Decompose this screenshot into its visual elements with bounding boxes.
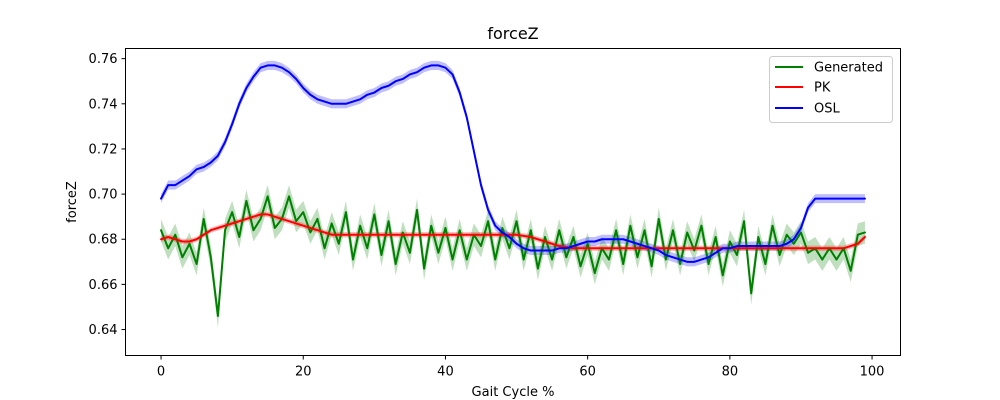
series-line-pk (160, 213, 866, 250)
y-tick-label: 0.70 (89, 188, 118, 203)
x-axis-ticks: 0 20 40 60 80 100 (157, 355, 885, 380)
x-tick-label: 0 (157, 365, 165, 380)
plot-bands (161, 60, 865, 328)
legend: Generated PK OSL (769, 56, 893, 123)
x-axis-label: Gait Cycle % (472, 385, 555, 400)
x-tick-label: 20 (295, 365, 312, 380)
x-tick-label: 100 (860, 365, 885, 380)
plot-lines (160, 64, 866, 317)
series-line-osl (160, 64, 866, 263)
chart-title: forceZ (487, 24, 538, 43)
y-tick-label: 0.72 (89, 142, 118, 157)
legend-box (769, 56, 893, 123)
x-tick-label: 40 (437, 365, 454, 380)
x-tick-label: 80 (722, 365, 739, 380)
y-tick-label: 0.68 (89, 233, 118, 248)
plot-frame (125, 48, 901, 356)
y-tick-label: 0.66 (89, 278, 118, 293)
y-tick-label: 0.74 (89, 97, 118, 112)
legend-label-generated: Generated (814, 61, 883, 76)
x-tick-label: 60 (579, 365, 596, 380)
y-axis-label: forceZ (65, 181, 80, 223)
y-axis-ticks: 0.64 0.66 0.68 0.70 0.72 0.74 0.76 (89, 52, 126, 338)
band-pk (161, 211, 865, 251)
legend-label-osl: OSL (814, 102, 840, 117)
legend-label-pk: PK (814, 81, 831, 96)
y-tick-label: 0.76 (89, 52, 118, 67)
y-tick-label: 0.64 (89, 323, 118, 338)
